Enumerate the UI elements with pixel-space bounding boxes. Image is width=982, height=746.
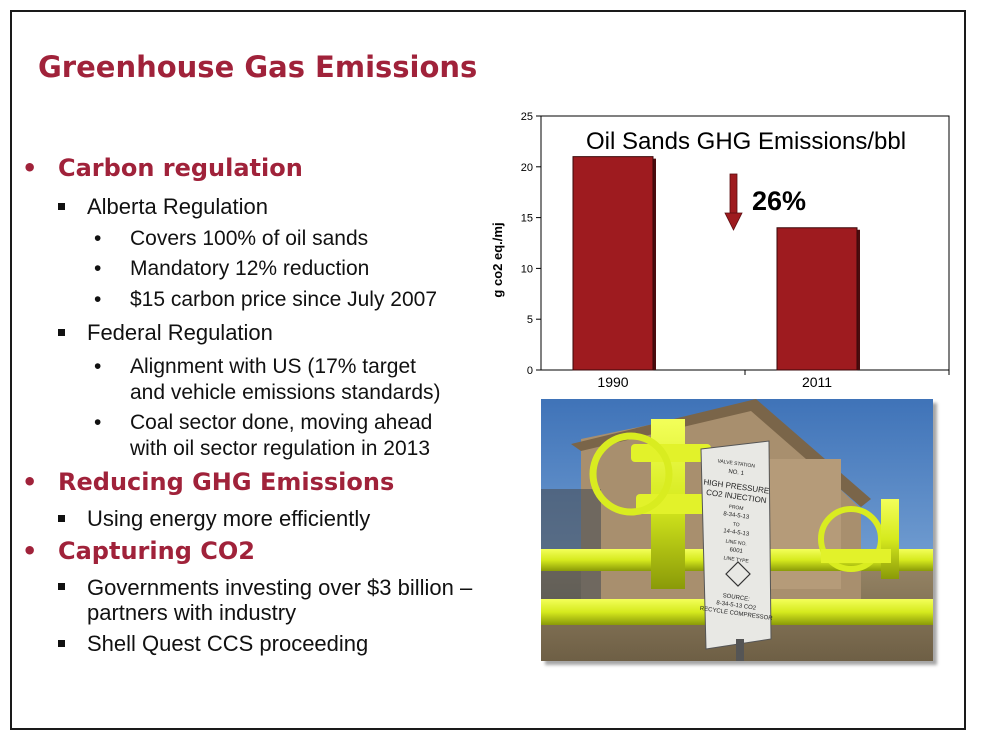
sign-line: 14-4-5-13 <box>723 528 750 538</box>
bullet-dot-icon: • <box>22 154 38 182</box>
reduction-annotation: 26% <box>752 186 806 216</box>
y-tick-label: 10 <box>521 263 533 275</box>
x-tick-label: 1990 <box>597 374 628 390</box>
square-bullet-icon <box>58 329 65 336</box>
square-bullet-icon <box>58 203 65 210</box>
y-tick-label: 0 <box>527 365 533 377</box>
emissions-bar-chart: 0 5 10 15 20 25 1990 2011 Oil Sands GHG Emissi… <box>490 111 950 390</box>
y-tick-label: 5 <box>527 314 533 326</box>
bullet-dot-icon: • <box>22 537 38 565</box>
sign-line: LINE NO. <box>725 539 747 548</box>
y-axis-label: g co2 eq./mj <box>490 222 505 297</box>
x-axis-ticks: 1990 2011 <box>597 370 950 390</box>
bullet-dot-icon: • <box>94 355 102 378</box>
sign-line: 8-34-5-13 CO2 <box>716 600 757 612</box>
bullet-dot-icon: • <box>22 468 38 496</box>
square-bullet-icon <box>58 583 65 590</box>
y-axis: 0 5 10 15 20 25 <box>521 111 541 377</box>
bullet-dot-icon: • <box>94 257 102 280</box>
sign-line: LINE TYPE <box>723 555 750 565</box>
bullet-dot-icon: • <box>94 227 102 250</box>
sign-line: TO <box>732 522 740 529</box>
square-bullet-icon <box>58 515 65 522</box>
down-arrow-icon <box>724 173 743 231</box>
sign-line: VALVE STATION <box>717 458 756 469</box>
sign-line: FROM <box>728 504 743 512</box>
bullet-dot-icon: • <box>94 288 102 311</box>
bullet-dot-icon: • <box>94 411 102 434</box>
chart-title: Oil Sands GHG Emissions/bbl <box>586 128 906 155</box>
bar-2011 <box>776 227 858 371</box>
y-tick-label: 20 <box>521 162 533 174</box>
x-tick-label: 2011 <box>802 374 832 390</box>
sign-line: 8-34-5-13 <box>723 511 750 521</box>
square-bullet-icon <box>58 640 65 647</box>
y-tick-label: 15 <box>521 213 533 225</box>
slide-title: Greenhouse Gas Emissions <box>38 50 478 84</box>
sign-line: 6001 <box>729 547 744 555</box>
sign-line: NO. 1 <box>728 469 745 477</box>
y-tick-label: 25 <box>521 111 533 123</box>
sign-line: SOURCE: <box>722 593 750 603</box>
bars <box>572 156 860 371</box>
bar-1990 <box>572 156 654 371</box>
